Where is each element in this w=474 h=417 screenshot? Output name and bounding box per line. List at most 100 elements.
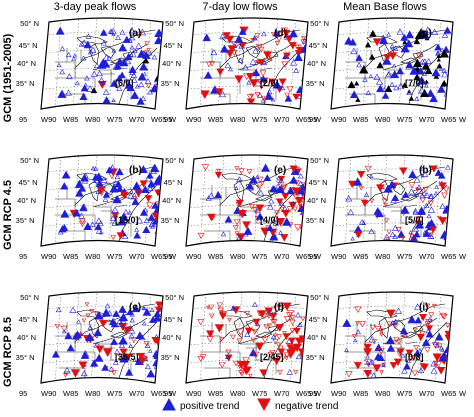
negative-trend-marker [146, 48, 151, 52]
positive-trend-marker [435, 51, 441, 56]
positive-trend-marker [129, 50, 137, 58]
longitude-label: W65 [296, 252, 311, 261]
positive-trend-marker [85, 332, 95, 341]
positive-trend-marker [219, 90, 227, 98]
negative-trend-marker [301, 182, 306, 187]
positive-trend-marker [156, 96, 162, 100]
positive-trend-marker [111, 48, 117, 53]
positive-trend-marker [356, 61, 363, 68]
positive-trend-marker [255, 212, 264, 220]
positive-trend-marker [391, 193, 400, 201]
negative-trend-marker [275, 342, 281, 348]
negative-trend-marker [146, 202, 154, 210]
longitude-label: W65 [151, 389, 166, 398]
positive-trend-marker [295, 353, 302, 360]
negative-trend-marker [291, 187, 302, 196]
positive-trend-marker [426, 213, 432, 219]
negative-trend-marker [282, 29, 291, 38]
positive-trend-marker [261, 59, 268, 65]
positive-trend-marker [156, 308, 163, 315]
negative-trend-marker [431, 303, 437, 309]
positive-trend-marker [289, 175, 298, 184]
negative-trend-marker [386, 321, 393, 327]
negative-trend-marker [256, 310, 264, 317]
positive-trend-marker [76, 319, 81, 324]
negative-trend-marker [236, 338, 243, 344]
positive-trend-marker [80, 84, 89, 92]
negative-trend-marker [54, 323, 60, 329]
positive-trend-marker [124, 58, 132, 65]
positive-trend-marker [114, 173, 121, 180]
positive-trend-marker [421, 58, 429, 65]
positive-trend-marker [276, 185, 285, 193]
longitude-label: W80 [85, 389, 100, 398]
map-panel-a: 50° N 45° N 40° N 35° N 95 W90 W85 W80 W75 W70 W65… [16, 17, 177, 124]
latitude-label: 50° N [310, 293, 329, 302]
negative-trend-marker [376, 184, 385, 193]
map-panel-g: 50° N 45° N 40° N 35° N 95 W90 W85 W80 W75 W70 W65… [306, 17, 467, 124]
positive-trend-marker [385, 70, 393, 77]
negative-trend-marker [359, 321, 366, 328]
positive-trend-marker [61, 329, 67, 334]
positive-trend-marker [93, 62, 100, 68]
negative-trend-marker [437, 215, 442, 220]
positive-trend-marker [301, 37, 308, 44]
latitude-label: 35° N [16, 216, 35, 225]
positive-trend-marker [110, 79, 119, 87]
negative-trend-marker [276, 334, 282, 340]
negative-trend-marker [251, 329, 258, 335]
positive-trend-marker [228, 66, 233, 72]
negative-trend-marker [431, 342, 440, 349]
longitude-label: W70 [274, 115, 289, 124]
positive-trend-marker [151, 201, 160, 209]
positive-trend-marker [78, 40, 86, 47]
positive-trend-marker [390, 320, 396, 325]
positive-trend-marker [113, 348, 121, 355]
negative-trend-marker [120, 191, 129, 200]
longitude-label: 95 [164, 389, 172, 398]
longitude-label: W90 [331, 389, 346, 398]
positive-trend-marker [115, 184, 124, 192]
positive-trend-marker [90, 359, 99, 367]
positive-trend-marker [412, 209, 419, 215]
positive-trend-marker [406, 89, 413, 96]
negative-trend-marker [352, 334, 357, 339]
negative-trend-marker [108, 172, 116, 180]
latitude-label: 40° N [162, 333, 181, 342]
negative-trend-marker [286, 312, 293, 318]
longitude-label: W75 [397, 252, 412, 261]
positive-trend-marker [355, 54, 363, 61]
longitude-label: W75 [107, 115, 122, 124]
longitude-label: W90 [186, 252, 201, 261]
negative-trend-marker [411, 370, 419, 377]
longitude-label: W70 [419, 389, 434, 398]
longitude-label: W [314, 389, 322, 398]
negative-trend-marker [379, 370, 384, 375]
negative-trend-marker [238, 370, 244, 376]
positive-trend-marker [83, 222, 93, 231]
positive-trend-marker [150, 164, 158, 171]
positive-trend-marker [417, 367, 425, 374]
positive-trend-marker [397, 82, 405, 90]
negative-trend-marker [388, 52, 398, 61]
positive-trend-marker [385, 335, 395, 344]
positive-trend-marker [62, 210, 69, 217]
positive-trend-marker [141, 320, 147, 326]
positive-trend-marker [80, 203, 88, 210]
positive-trend-marker [224, 62, 232, 68]
positive-trend-marker [110, 320, 119, 328]
positive-trend-marker [106, 310, 113, 316]
longitude-label: W80 [230, 115, 245, 124]
positive-trend-marker [392, 318, 399, 324]
longitude-label: W [169, 115, 177, 124]
positive-trend-marker [426, 89, 435, 97]
negative-trend-marker [393, 324, 398, 329]
positive-trend-marker [249, 175, 258, 184]
positive-trend-marker [90, 70, 98, 77]
longitude-label: W85 [208, 389, 223, 398]
positive-trend-marker [144, 363, 151, 370]
positive-trend-marker [264, 91, 274, 100]
negative-trend-marker [385, 237, 390, 242]
positive-trend-marker [80, 351, 90, 359]
longitude-label: W [169, 252, 177, 261]
